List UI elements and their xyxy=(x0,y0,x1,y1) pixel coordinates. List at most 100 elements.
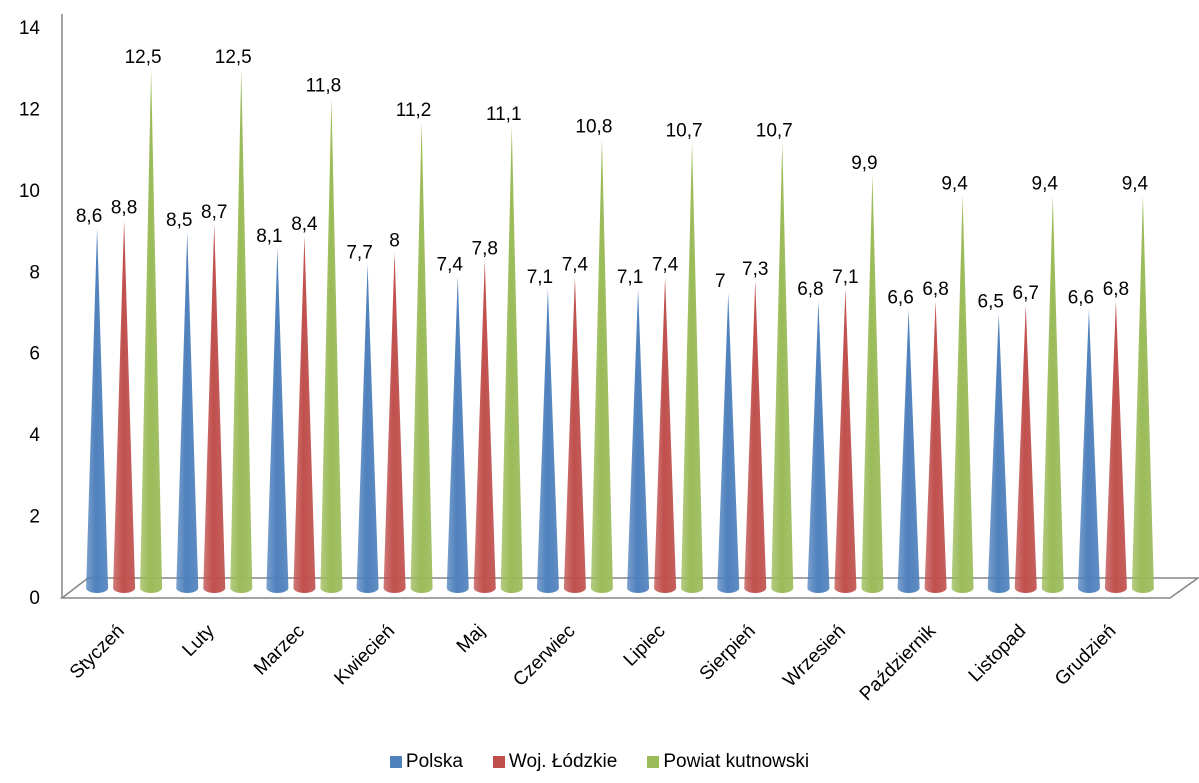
legend-label: Woj. Łódzkie xyxy=(508,751,618,772)
cone-woj-lodzkie-wrzesien xyxy=(834,288,857,593)
data-label-powiat-kutnowski: 11,2 xyxy=(396,100,432,121)
x-tick-label: Marzec xyxy=(250,621,309,680)
cone-powiat-kutnowski-marzec xyxy=(320,97,343,594)
data-label-woj-lodzkie: 7,4 xyxy=(562,255,589,276)
data-label-polska: 8,5 xyxy=(166,210,192,231)
cone-woj-lodzkie-luty xyxy=(203,223,226,594)
cone-powiat-kutnowski-wrzesien xyxy=(861,174,884,593)
data-label-woj-lodzkie: 8,7 xyxy=(201,202,227,223)
data-label-woj-lodzkie: 7,8 xyxy=(472,238,498,259)
cone-powiat-kutnowski-styczen xyxy=(140,69,163,594)
x-tick-label: Sierpień xyxy=(696,621,760,685)
cone-polska-pazdziernik xyxy=(897,309,920,593)
data-label-polska: 8,1 xyxy=(256,226,282,247)
y-tick-label: 6 xyxy=(29,344,40,365)
cone-woj-lodzkie-marzec xyxy=(293,236,316,593)
x-tick-label: Lipiec xyxy=(620,621,670,671)
chart-marks xyxy=(86,69,1154,594)
data-label-woj-lodzkie: 6,8 xyxy=(1103,279,1129,300)
data-label-woj-lodzkie: 6,7 xyxy=(1013,283,1039,304)
cone-woj-lodzkie-kwiecien xyxy=(383,252,406,594)
x-tick-label: Listopad xyxy=(965,621,1031,687)
data-label-woj-lodzkie: 7,4 xyxy=(652,255,679,276)
legend-label: Powiat kutnowski xyxy=(663,751,810,772)
data-labels: 8,6 8,8 12,5 8,5 8,7 12,5 8,1 8,4 11,8 7,7 8 11,2 7,… xyxy=(76,47,1149,312)
data-label-powiat-kutnowski: 10,7 xyxy=(756,120,793,141)
data-label-polska: 7,1 xyxy=(617,267,643,288)
x-tick-label: Wrzesień xyxy=(779,621,850,692)
cone-woj-lodzkie-maj xyxy=(473,260,496,593)
legend-item-woj-lodzkie: Woj. Łódzkie xyxy=(492,751,618,773)
floor-plane xyxy=(59,577,1199,599)
y-tick-label: 10 xyxy=(19,181,40,202)
cone-polska-luty xyxy=(176,231,199,593)
cone-powiat-kutnowski-pazdziernik xyxy=(951,195,974,594)
cone-powiat-kutnowski-grudzien xyxy=(1131,195,1154,594)
data-label-polska: 7,7 xyxy=(346,243,372,264)
y-tick-label: 4 xyxy=(29,425,40,446)
cone-polska-lipiec xyxy=(627,288,650,593)
data-label-woj-lodzkie: 7,1 xyxy=(832,267,858,288)
cone-woj-lodzkie-pazdziernik xyxy=(924,301,947,593)
chart-legend: Polska Woj. Łódzkie Powiat kutnowski xyxy=(0,751,1199,773)
cone-powiat-kutnowski-luty xyxy=(230,69,253,594)
x-tick-label: Październik xyxy=(856,620,941,705)
data-label-polska: 7 xyxy=(715,271,726,292)
x-tick-label: Maj xyxy=(453,621,490,658)
y-tick-label: 2 xyxy=(29,507,40,528)
data-label-powiat-kutnowski: 9,4 xyxy=(941,173,968,194)
legend-label: Polska xyxy=(405,751,463,772)
cone-woj-lodzkie-czerwiec xyxy=(563,276,586,593)
cone-woj-lodzkie-listopad xyxy=(1014,305,1037,593)
cone-polska-kwiecien xyxy=(356,264,379,593)
data-label-powiat-kutnowski: 9,4 xyxy=(1122,173,1149,194)
y-tick-label: 14 xyxy=(19,18,41,39)
data-label-powiat-kutnowski: 11,8 xyxy=(306,76,342,97)
data-label-polska: 6,8 xyxy=(797,279,823,300)
data-label-powiat-kutnowski: 9,4 xyxy=(1032,173,1059,194)
cone-polska-styczen xyxy=(86,227,109,593)
x-tick-label: Luty xyxy=(179,620,220,661)
legend-item-polska: Polska xyxy=(389,751,463,773)
cone-powiat-kutnowski-lipiec xyxy=(681,142,704,593)
data-label-woj-lodzkie: 8,4 xyxy=(291,214,318,235)
x-axis-ticks: Styczeń Luty Marzec Kwiecień Maj Czerwiec Lipi… xyxy=(66,620,1120,705)
data-label-woj-lodzkie: 8 xyxy=(389,230,400,251)
data-label-woj-lodzkie: 8,8 xyxy=(111,198,137,219)
cone-polska-marzec xyxy=(266,248,289,593)
data-label-polska: 6,6 xyxy=(887,287,913,308)
y-tick-label: 8 xyxy=(29,262,40,283)
cone-polska-grudzien xyxy=(1077,309,1100,593)
cone-woj-lodzkie-grudzien xyxy=(1104,301,1127,593)
y-axis-ticks: 0 2 4 6 8 10 12 14 xyxy=(19,18,41,609)
legend-item-powiat-kutnowski: Powiat kutnowski xyxy=(647,751,809,773)
x-tick-label: Styczeń xyxy=(66,621,129,684)
cone-woj-lodzkie-sierpien xyxy=(744,280,767,593)
cone-polska-listopad xyxy=(987,313,1010,593)
data-label-powiat-kutnowski: 12,5 xyxy=(215,47,252,68)
data-label-woj-lodzkie: 6,8 xyxy=(922,279,948,300)
cone-powiat-kutnowski-listopad xyxy=(1041,195,1064,594)
data-label-powiat-kutnowski: 9,9 xyxy=(851,153,877,174)
legend-swatch xyxy=(389,756,402,768)
cone-polska-sierpien xyxy=(717,293,740,593)
data-label-powiat-kutnowski: 10,8 xyxy=(575,116,612,137)
y-tick-label: 0 xyxy=(29,588,40,609)
data-label-powiat-kutnowski: 10,7 xyxy=(666,120,703,141)
x-tick-label: Czerwiec xyxy=(509,621,579,691)
cone-powiat-kutnowski-czerwiec xyxy=(590,138,613,594)
data-label-polska: 7,1 xyxy=(527,267,553,288)
y-tick-label: 12 xyxy=(19,99,40,120)
x-tick-label: Kwiecień xyxy=(330,621,399,690)
data-label-woj-lodzkie: 7,3 xyxy=(742,259,768,280)
data-label-polska: 7,4 xyxy=(437,255,464,276)
legend-swatch xyxy=(647,756,660,768)
legend-swatch xyxy=(492,756,505,768)
data-label-powiat-kutnowski: 11,1 xyxy=(486,104,522,125)
x-tick-label: Grudzień xyxy=(1051,621,1120,690)
cone-polska-wrzesien xyxy=(807,301,830,593)
cone-powiat-kutnowski-kwiecien xyxy=(410,122,433,593)
data-label-polska: 6,6 xyxy=(1068,287,1094,308)
cone-powiat-kutnowski-sierpien xyxy=(771,142,794,593)
